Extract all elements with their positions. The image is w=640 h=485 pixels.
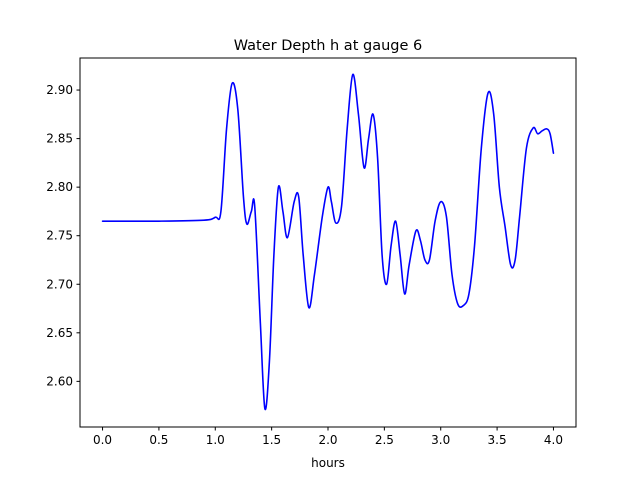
- y-tick-label: 2.80: [46, 180, 73, 194]
- y-tick-label: 2.90: [46, 83, 73, 97]
- x-tick-label: 2.5: [375, 433, 394, 447]
- x-tick-label: 0.5: [149, 433, 168, 447]
- y-tick-label: 2.85: [46, 132, 73, 146]
- x-tick-label: 1.5: [262, 433, 281, 447]
- x-axis-label: hours: [311, 456, 345, 470]
- y-tick-label: 2.75: [46, 229, 73, 243]
- y-tick-label: 2.70: [46, 277, 73, 291]
- y-axis-ticks: 2.60 2.65 2.70 2.75 2.80 2.85 2.90: [46, 83, 80, 388]
- x-tick-label: 3.0: [431, 433, 450, 447]
- x-tick-label: 2.0: [318, 433, 337, 447]
- x-tick-label: 0.0: [93, 433, 112, 447]
- x-tick-label: 4.0: [544, 433, 563, 447]
- x-tick-label: 1.0: [206, 433, 225, 447]
- x-axis-ticks: 0.0 0.5 1.0 1.5 2.0 2.5 3.0 3.5 4.0: [93, 427, 563, 447]
- x-tick-label: 3.5: [488, 433, 507, 447]
- plot-frame: [79, 57, 577, 428]
- plot-series: [101, 73, 555, 411]
- y-tick-label: 2.65: [46, 326, 73, 340]
- y-tick-label: 2.60: [46, 374, 73, 388]
- chart-title: Water Depth h at gauge 6: [234, 38, 422, 54]
- series-line: [101, 73, 555, 411]
